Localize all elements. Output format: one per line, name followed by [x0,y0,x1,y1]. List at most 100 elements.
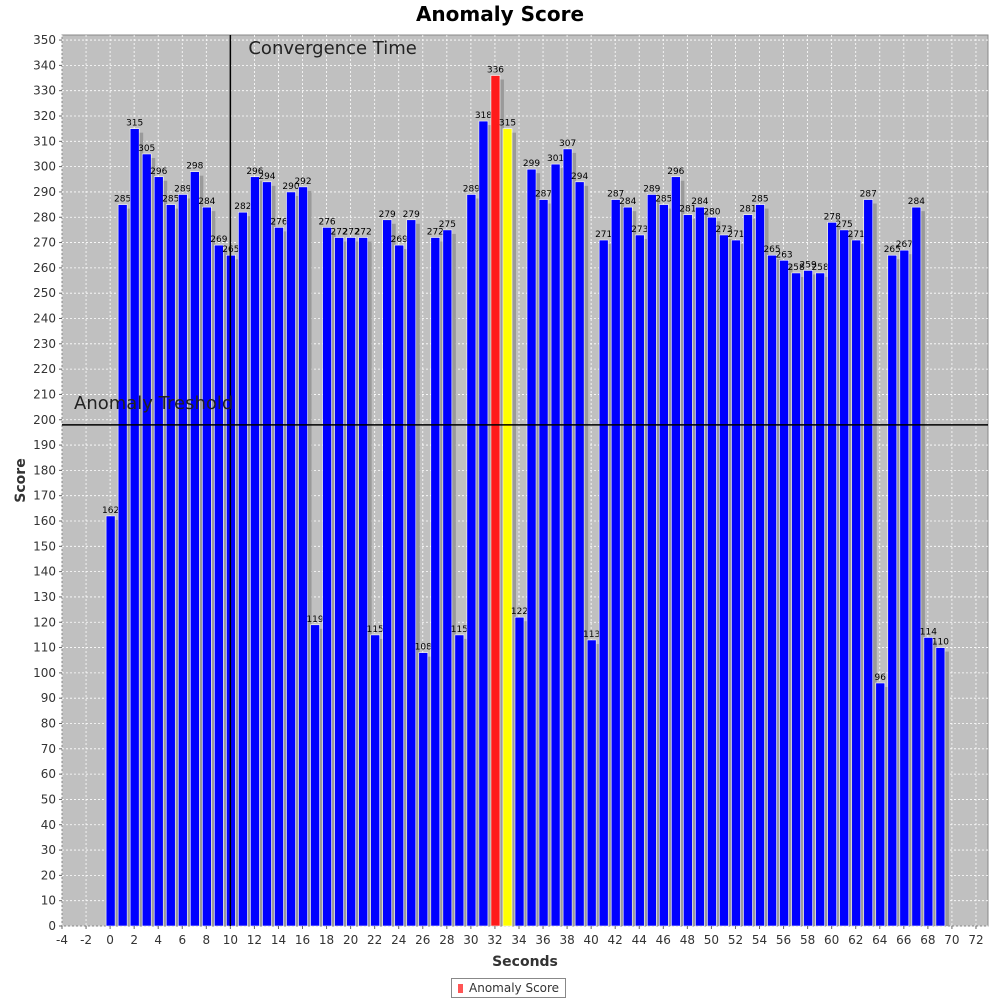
bar [250,176,260,927]
data-label: 336 [487,66,504,76]
y-tick-label: 300 [33,160,56,174]
data-label: 281 [679,205,696,215]
x-tick-label: 38 [559,933,574,947]
data-label: 110 [932,638,949,648]
y-tick-label: 100 [33,666,56,680]
bar [598,239,609,927]
data-label: 315 [499,119,516,129]
x-tick-label: 6 [178,933,186,947]
y-tick-label: 20 [41,868,56,882]
x-tick-label: 62 [848,933,863,947]
bar [851,239,862,927]
data-label: 108 [415,643,432,653]
x-tick-label: 50 [704,933,719,947]
bar [743,214,753,927]
data-label: 265 [884,245,901,255]
data-label: 279 [403,210,420,220]
bar [165,204,176,927]
data-label: 285 [751,195,768,205]
data-label: 276 [270,217,287,227]
data-label: 114 [920,627,937,637]
x-tick-label: 2 [130,933,138,947]
bar [310,624,320,927]
y-tick-label: 150 [33,539,56,553]
x-tick-label: 42 [608,933,623,947]
x-tick-label: -4 [56,933,68,947]
x-tick-label: 26 [415,933,430,947]
data-label: 285 [162,195,179,205]
data-label: 289 [174,184,191,194]
x-tick-label: 14 [271,933,286,947]
data-label: 296 [667,167,684,177]
x-tick-label: 28 [439,933,454,947]
data-label: 271 [595,230,612,240]
data-label: 307 [559,139,576,149]
bar [634,234,645,927]
x-tick-label: 72 [968,933,983,947]
x-tick-label: 48 [680,933,695,947]
x-tick-label: 30 [463,933,478,947]
bar [394,244,405,927]
bar [695,206,705,927]
bar [238,211,248,927]
data-label: 305 [138,144,155,154]
bar [803,270,813,927]
bar [129,128,140,927]
x-tick-label: 58 [800,933,815,947]
x-tick-label: 8 [202,933,210,947]
x-tick-label: 18 [319,933,334,947]
data-label: 115 [367,625,384,635]
x-tick-label: 16 [295,933,310,947]
x-tick-label: 36 [535,933,550,947]
x-tick-label: 10 [223,933,238,947]
data-label: 296 [150,167,167,177]
bar [923,637,934,927]
data-label: 287 [535,190,552,200]
data-label: 275 [836,220,853,230]
x-tick-label: 22 [367,933,382,947]
data-label: 269 [391,235,408,245]
bar [490,75,501,927]
bar [406,219,417,927]
data-label: 263 [775,250,792,260]
x-tick-label: 68 [920,933,935,947]
y-tick-label: 120 [33,615,56,629]
data-label: 284 [691,197,708,207]
x-tick-label: 4 [154,933,162,947]
bar [935,647,946,927]
x-tick-label: 54 [752,933,767,947]
data-label: 119 [306,615,323,625]
x-tick-label: 56 [776,933,791,947]
legend-label: Anomaly Score [469,981,560,995]
bar [610,199,621,927]
bar [755,204,765,927]
bar [502,128,513,927]
bar [202,206,212,927]
x-tick-label: 64 [872,933,887,947]
y-tick-label: 60 [41,767,56,781]
legend: Anomaly Score [451,978,567,998]
y-tick-label: 80 [41,717,56,731]
bar [683,214,693,927]
y-tick-label: 170 [33,489,56,503]
x-tick-label: 0 [106,933,114,947]
data-label: 258 [788,263,805,273]
bar [286,191,296,927]
bar [358,237,368,927]
bar [370,634,381,927]
x-tick-label: -2 [80,933,92,947]
x-tick-label: 40 [584,933,599,947]
data-label: 265 [763,245,780,255]
legend-swatch-icon [458,983,463,993]
bar [346,237,356,927]
bar [418,652,429,927]
y-tick-label: 260 [33,261,56,275]
bar [105,515,116,927]
data-label: 122 [511,607,528,617]
bar [466,194,477,927]
bar [538,199,549,927]
bar [382,219,393,927]
data-label: 272 [331,228,348,238]
data-label: 287 [860,190,877,200]
x-tick-label: 46 [656,933,671,947]
